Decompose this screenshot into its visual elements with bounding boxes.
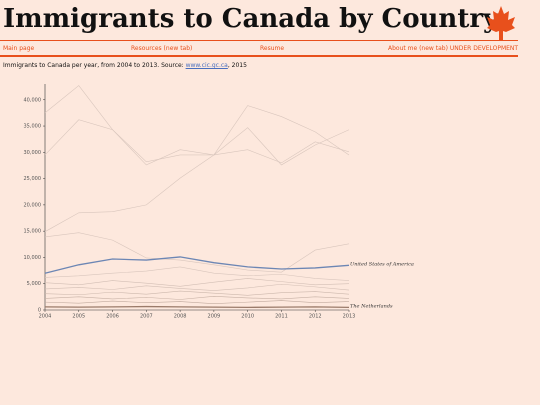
caption: Immigrants to Canada per year, from 2004… bbox=[3, 62, 247, 69]
x-tick-label: 2013 bbox=[343, 314, 356, 320]
page-title: Immigrants to Canada by Country bbox=[3, 4, 499, 34]
y-tick-label: 0 bbox=[38, 308, 41, 314]
y-tick-label: 40,000 bbox=[24, 97, 42, 103]
x-tick-label: 2005 bbox=[72, 314, 85, 320]
series-label: The Netherlands bbox=[350, 303, 393, 309]
y-tick-label: 30,000 bbox=[24, 150, 42, 156]
source-link[interactable]: www.cic.gc.ca bbox=[185, 62, 228, 69]
nav-link[interactable]: Resume bbox=[260, 45, 285, 52]
series-line bbox=[44, 256, 350, 274]
x-tick-label: 2012 bbox=[309, 314, 322, 320]
y-tick-label: 20,000 bbox=[24, 202, 42, 208]
series-line bbox=[44, 232, 350, 273]
series-label: United States of America bbox=[350, 261, 414, 267]
series-line bbox=[44, 278, 350, 287]
x-tick-label: 2004 bbox=[39, 314, 52, 320]
series-line bbox=[44, 266, 350, 281]
y-tick-label: 5,000 bbox=[27, 281, 41, 287]
y-tick-label: 35,000 bbox=[24, 124, 42, 130]
series-line bbox=[44, 283, 350, 291]
caption-text: Immigrants to Canada per year, from 2004… bbox=[3, 62, 186, 69]
x-tick-label: 2007 bbox=[140, 314, 153, 320]
y-tick-label: 25,000 bbox=[24, 176, 42, 182]
series-line bbox=[44, 296, 350, 300]
x-tick-label: 2011 bbox=[275, 314, 288, 320]
nav-link[interactable]: Main page bbox=[3, 45, 35, 52]
y-tick-label: 15,000 bbox=[24, 229, 42, 235]
maple-leaf-icon bbox=[487, 6, 515, 40]
nav-link[interactable]: About me (new tab) UNDER DEVELOPMENT bbox=[388, 45, 519, 52]
series-line bbox=[44, 127, 350, 232]
y-tick-label: 10,000 bbox=[24, 255, 42, 261]
caption-text: , 2015 bbox=[227, 62, 247, 69]
series-line bbox=[44, 85, 350, 164]
nav-link[interactable]: Resources (new tab) bbox=[131, 45, 193, 52]
rule bbox=[0, 55, 518, 57]
x-tick-label: 2008 bbox=[174, 314, 187, 320]
series-line bbox=[44, 300, 350, 304]
x-tick-label: 2009 bbox=[208, 314, 221, 320]
x-tick-label: 2006 bbox=[106, 314, 119, 320]
series-line bbox=[44, 105, 350, 166]
series-line bbox=[44, 290, 350, 296]
series-line bbox=[44, 305, 350, 309]
x-tick-label: 2010 bbox=[241, 314, 254, 320]
rule bbox=[0, 40, 518, 41]
